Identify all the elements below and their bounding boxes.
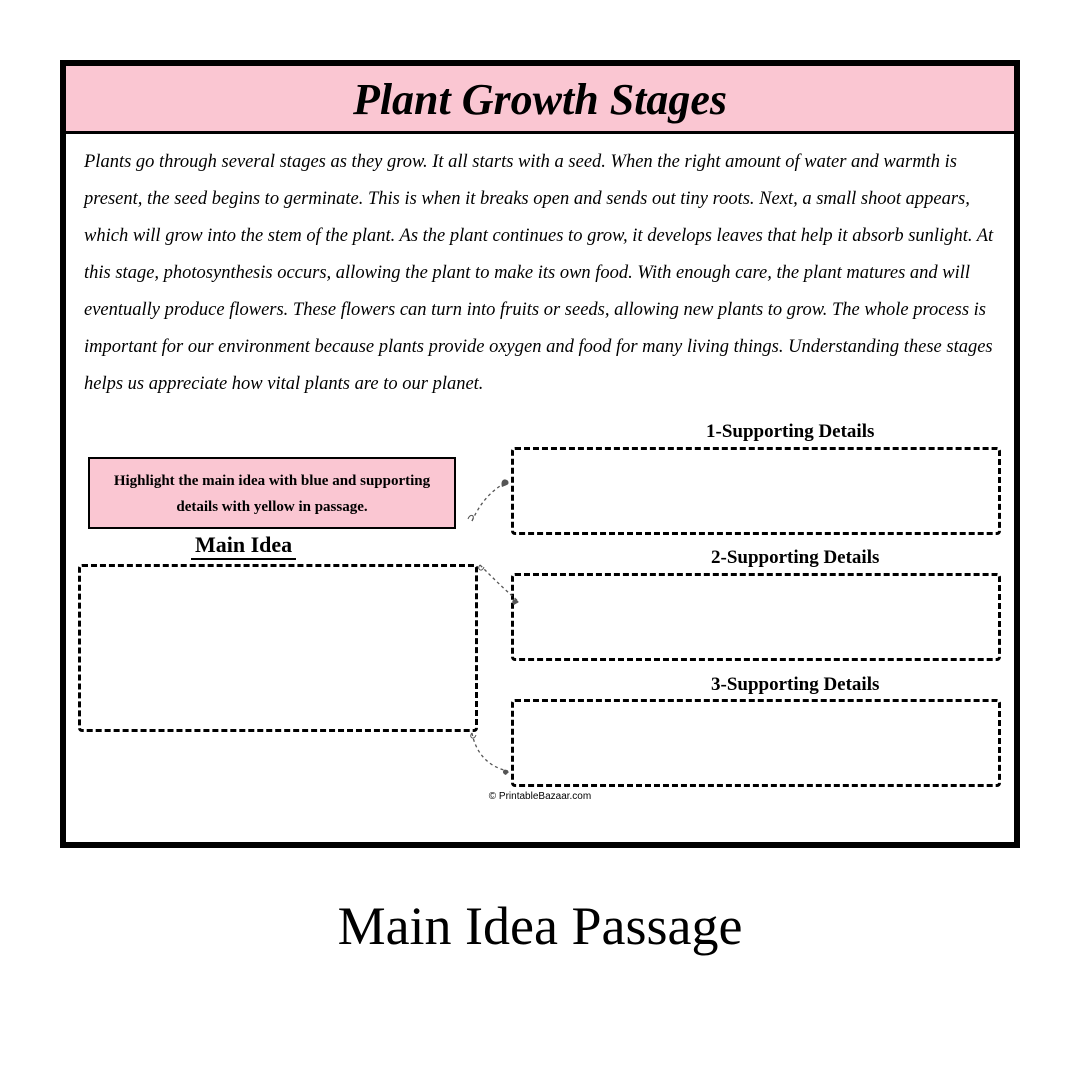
worksheet-title: Plant Growth Stages: [66, 74, 1014, 125]
detail-1-box[interactable]: [511, 447, 1001, 535]
main-idea-box[interactable]: [78, 564, 478, 732]
instruction-box: Highlight the main idea with blue and su…: [88, 457, 456, 529]
passage-text: Plants go through several stages as they…: [66, 134, 1014, 409]
graphic-organizer: Highlight the main idea with blue and su…: [66, 409, 1014, 804]
detail-1-label: 1-Supporting Details: [706, 421, 874, 443]
detail-3-label: 3-Supporting Details: [711, 674, 879, 696]
detail-3-box[interactable]: [511, 699, 1001, 787]
detail-2-label: 2-Supporting Details: [711, 547, 879, 569]
title-bar: Plant Growth Stages: [66, 66, 1014, 134]
footer-credit: © PrintableBazaar.com: [66, 791, 1014, 802]
worksheet-frame: Plant Growth Stages Plants go through se…: [60, 60, 1020, 848]
main-idea-label: Main Idea: [191, 532, 296, 560]
detail-2-box[interactable]: [511, 573, 1001, 661]
page-caption: Main Idea Passage: [0, 895, 1080, 957]
